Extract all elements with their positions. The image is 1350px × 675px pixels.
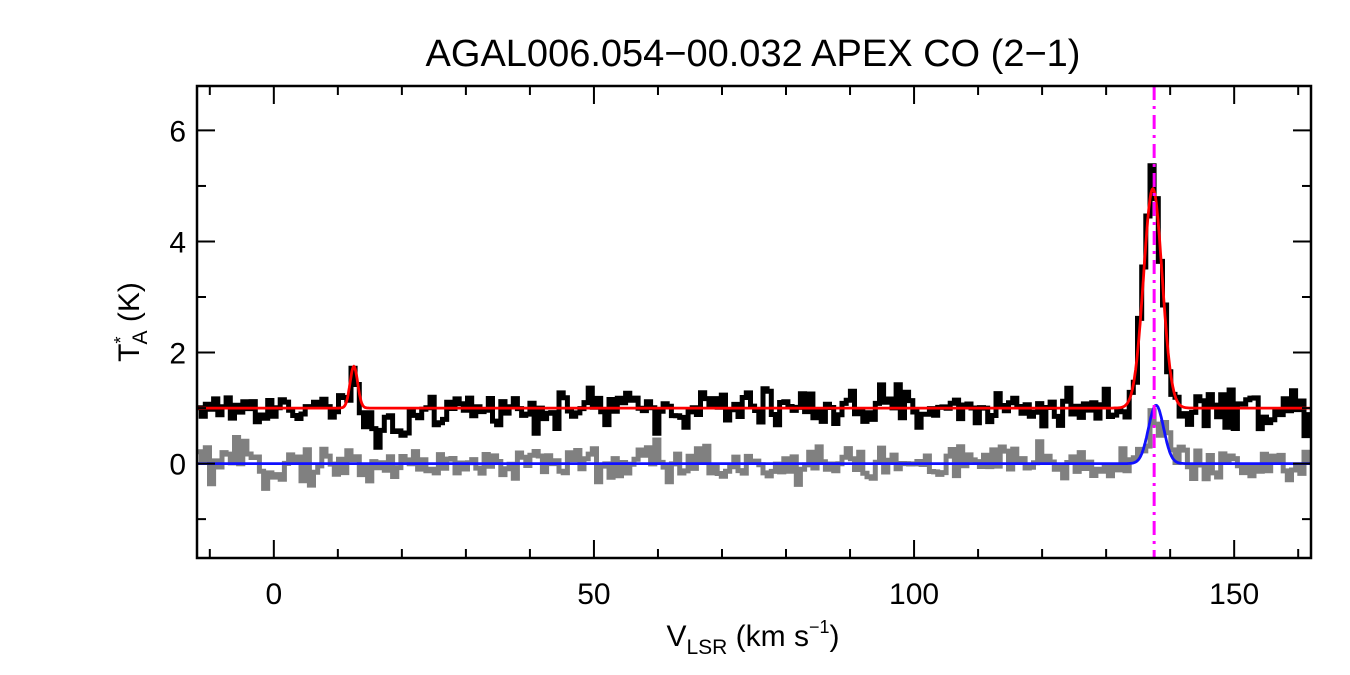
chart-title: AGAL006.054−00.032 APEX CO (2−1) <box>426 33 1081 75</box>
y-tick-label: 6 <box>169 115 186 148</box>
plot-area: 0 50 100 150 0 2 4 6 <box>169 84 1313 611</box>
y-tick-label: 0 <box>169 449 186 482</box>
y-axis-label: T*A (K) <box>111 282 152 362</box>
series-residual-fit <box>197 403 1311 465</box>
x-axis-label: VLSR (km s−1) <box>666 617 839 659</box>
y-tick-label: 4 <box>169 226 186 259</box>
x-tick-label: 50 <box>577 578 610 611</box>
x-tick-label: 100 <box>889 578 939 611</box>
x-tick-label: 150 <box>1209 578 1259 611</box>
x-tick-label: 0 <box>265 578 282 611</box>
y-tick-label: 2 <box>169 338 186 371</box>
series-fit <box>197 186 1311 410</box>
series-observed-spectrum <box>197 163 1311 450</box>
plot-frame <box>195 84 1313 560</box>
